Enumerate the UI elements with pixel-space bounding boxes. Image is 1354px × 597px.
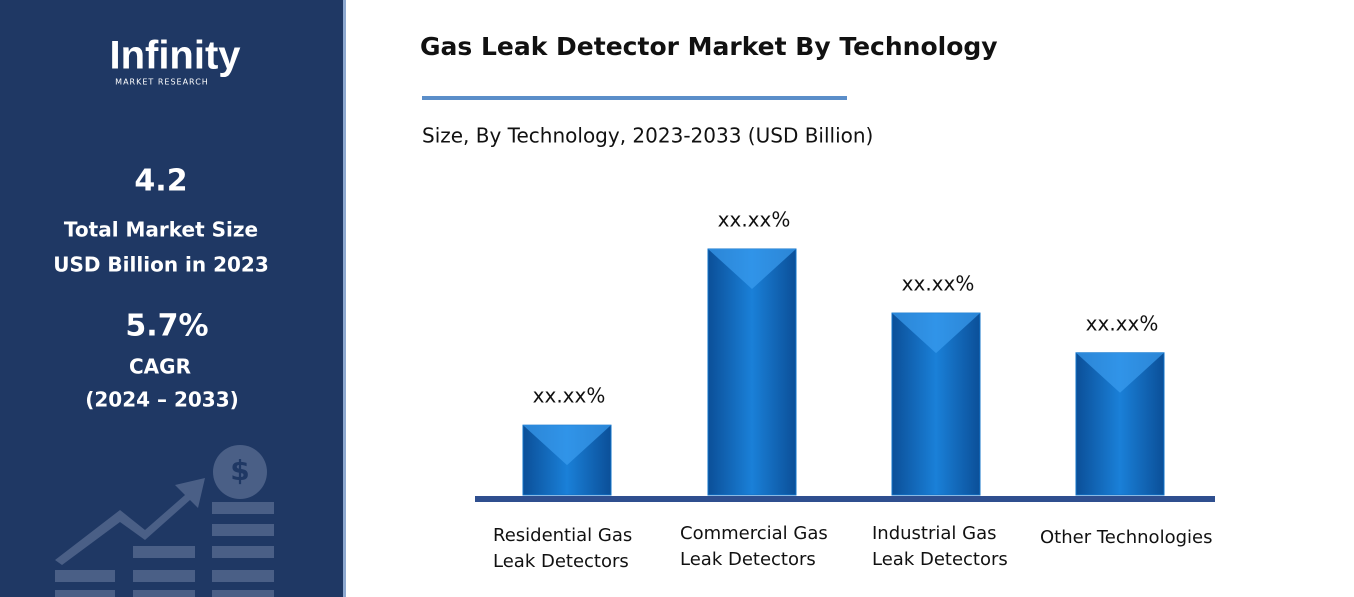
stat-label: (2024 – 2033)	[85, 388, 239, 412]
bar-bevel	[708, 249, 796, 289]
x-tick-label: Residential Gas Leak Detectors	[493, 525, 633, 572]
value-label: xx.xx%	[902, 272, 975, 296]
x-tick-label: Other Technologies	[1040, 527, 1213, 548]
value-label: xx.xx%	[1086, 311, 1159, 335]
bar-bevel	[892, 313, 980, 354]
chart-subtitle: Size, By Technology, 2023-2033 (USD Bill…	[422, 124, 873, 148]
stat-value: 4.2	[134, 164, 187, 199]
side-panel	[0, 0, 345, 597]
decor-icon: $	[230, 454, 249, 487]
bar-bevel	[523, 425, 611, 466]
stat-value: 5.7%	[125, 309, 208, 344]
stat-label: Total Market Size	[64, 218, 258, 242]
x-tick-label: Commercial Gas Leak Detectors	[680, 523, 828, 570]
value-label: xx.xx%	[718, 208, 791, 232]
x-tick-label: Industrial Gas Leak Detectors	[872, 523, 1008, 570]
chart-title: Gas Leak Detector Market By Technology	[420, 32, 998, 61]
value-label: xx.xx%	[533, 384, 606, 408]
bar-bevel	[1076, 352, 1164, 393]
logo: Infinity	[109, 34, 241, 78]
decor-icon	[55, 445, 274, 597]
logo-tagline: MARKET RESEARCH	[115, 78, 209, 87]
panel-border	[343, 0, 346, 597]
stat-label: USD Billion in 2023	[53, 253, 269, 277]
stat-label: CAGR	[129, 355, 191, 379]
